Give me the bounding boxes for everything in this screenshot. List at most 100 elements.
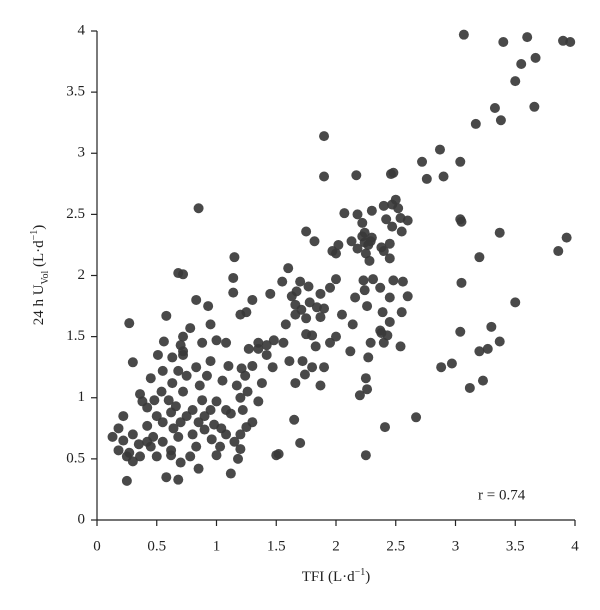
point	[215, 441, 226, 452]
point	[152, 349, 163, 360]
point	[191, 441, 202, 452]
point	[358, 275, 369, 286]
y-tick-label: 1.5	[66, 328, 85, 344]
point	[553, 246, 564, 257]
point	[455, 156, 466, 167]
point	[470, 118, 481, 129]
point	[118, 435, 129, 446]
point	[191, 362, 202, 373]
point	[267, 362, 278, 373]
point	[168, 423, 179, 434]
point	[127, 357, 138, 368]
point	[346, 236, 357, 247]
point	[393, 203, 404, 214]
point	[187, 429, 198, 440]
point	[145, 373, 156, 384]
point	[456, 216, 467, 227]
y-tick-label: 4	[78, 22, 86, 38]
point	[127, 429, 138, 440]
point	[268, 335, 279, 346]
point	[297, 356, 308, 367]
point	[175, 457, 186, 468]
point	[201, 370, 212, 381]
point	[530, 52, 541, 63]
point	[278, 337, 289, 348]
point	[228, 287, 239, 298]
point	[307, 330, 318, 341]
point	[187, 404, 198, 415]
point	[228, 272, 239, 283]
y-tick-label: 0.5	[66, 450, 85, 466]
point	[489, 103, 500, 114]
point	[396, 307, 407, 318]
point	[151, 411, 162, 422]
point	[438, 171, 449, 182]
point	[277, 276, 288, 287]
point	[319, 171, 330, 182]
point	[347, 319, 358, 330]
point	[261, 349, 272, 360]
point	[280, 319, 291, 330]
point	[402, 291, 413, 302]
point	[315, 312, 326, 323]
point	[231, 380, 242, 391]
point	[135, 451, 146, 462]
point	[205, 319, 216, 330]
x-tick-label: 3.5	[506, 538, 525, 554]
point	[173, 431, 184, 442]
point	[206, 434, 217, 445]
point	[242, 386, 253, 397]
x-axis-label-part: TFI (L·d	[302, 569, 355, 585]
point	[223, 360, 234, 371]
point	[247, 360, 258, 371]
point	[290, 378, 301, 389]
point	[455, 326, 466, 337]
point	[261, 340, 272, 351]
point	[205, 404, 216, 415]
point	[225, 408, 236, 419]
point	[495, 115, 506, 126]
point	[397, 276, 408, 287]
point	[516, 59, 527, 70]
point	[417, 156, 428, 167]
point	[402, 215, 413, 226]
point	[178, 331, 189, 342]
point	[235, 444, 246, 455]
point	[379, 422, 390, 433]
point	[315, 380, 326, 391]
y-tick-label: 2.5	[66, 206, 85, 222]
point	[199, 411, 210, 422]
point	[494, 336, 505, 347]
x-tick-label: 4	[571, 538, 579, 554]
point	[378, 246, 389, 257]
point	[378, 337, 389, 348]
point	[477, 375, 488, 386]
point	[301, 226, 312, 237]
point	[352, 243, 363, 254]
y-tick-label: 3	[78, 145, 86, 161]
point	[311, 302, 322, 313]
y-axis-label-part: )	[31, 225, 47, 230]
point	[256, 378, 267, 389]
y-tick-label: 3.5	[66, 84, 85, 100]
point	[163, 395, 174, 406]
point	[197, 395, 208, 406]
point	[362, 384, 373, 395]
y-tick-label: 1	[78, 389, 86, 405]
point	[352, 209, 363, 220]
point	[178, 269, 189, 280]
point	[225, 468, 236, 479]
point	[510, 76, 521, 87]
point	[211, 450, 222, 461]
point	[178, 349, 189, 360]
y-axis-label: 24 h UVol (L·d−1)	[29, 225, 51, 326]
annotation: r = 0.74	[478, 487, 526, 503]
point	[325, 337, 336, 348]
point	[458, 29, 469, 40]
x-tick-label: 0	[93, 538, 101, 554]
point	[529, 101, 540, 112]
point	[167, 352, 178, 363]
point	[360, 373, 371, 384]
point	[229, 436, 240, 447]
point	[240, 370, 251, 381]
